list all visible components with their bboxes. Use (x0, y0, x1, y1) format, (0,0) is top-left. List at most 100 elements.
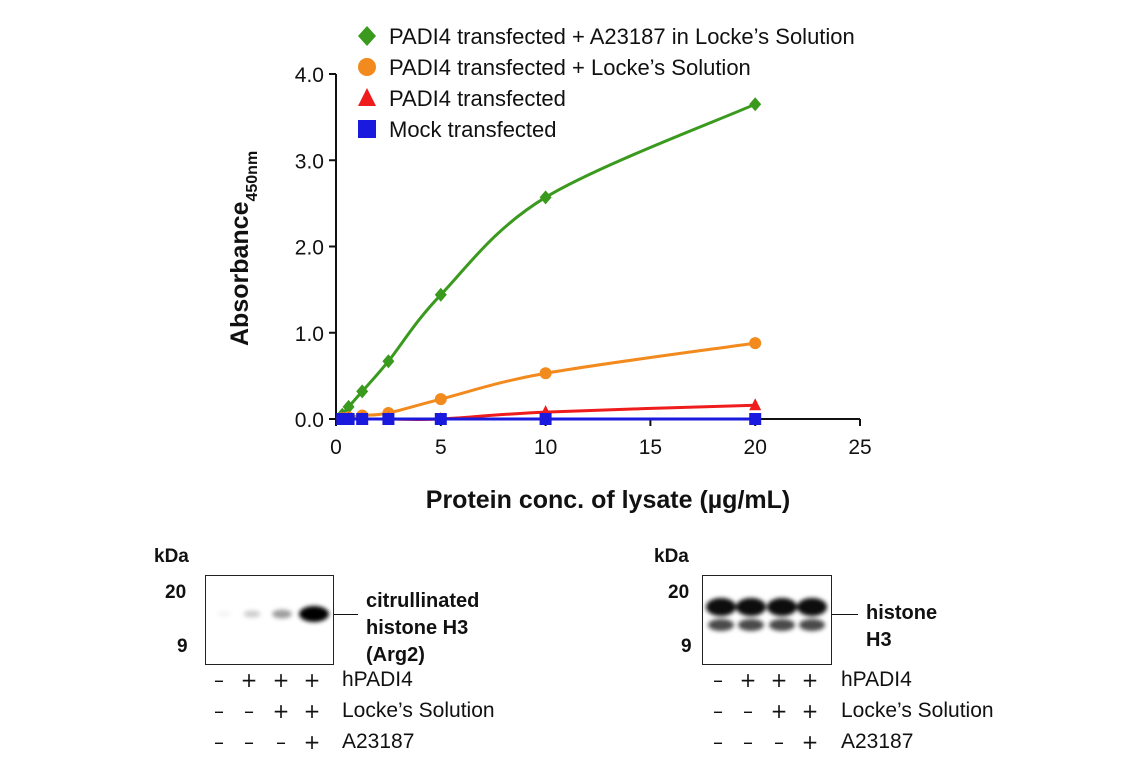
condition-sign: + (272, 668, 290, 692)
x-tick-label: 0 (330, 436, 342, 459)
x-tick-label: 15 (639, 436, 662, 459)
data-point-triangle (749, 398, 762, 411)
blot-band-lower (769, 619, 795, 631)
condition-sign: – (713, 730, 723, 754)
condition-sign: – (774, 730, 784, 754)
legend-marker-circle (358, 58, 376, 76)
condition-sign: + (770, 668, 788, 692)
blot-band-lower (708, 619, 734, 631)
y-axis-label: Absorbance450nm (226, 151, 261, 346)
condition-sign: – (713, 699, 723, 723)
legend-label: PADI4 transfected + A23187 in Locke’s So… (389, 24, 855, 49)
legend-marker-triangle (358, 88, 376, 106)
blot-band-upper (767, 598, 797, 616)
condition-sign: – (276, 730, 286, 754)
mw-marker-9-right: 9 (681, 636, 692, 657)
blot-band-upper (797, 598, 827, 616)
data-point-diamond (539, 190, 552, 205)
blot-band-lower (799, 619, 825, 631)
blot-band (216, 611, 232, 617)
legend-label: PADI4 transfected + Locke’s Solution (389, 55, 751, 80)
x-tick-label: 25 (848, 436, 871, 459)
blot-band (299, 606, 329, 622)
kda-label-right: kDa (654, 546, 689, 567)
legend-marker-diamond (358, 26, 376, 46)
data-point-square (356, 413, 369, 425)
y-axis-label-subscript: 450nm (244, 151, 261, 202)
condition-sign: + (303, 699, 321, 723)
kda-label-left: kDa (154, 546, 189, 567)
chart-axes: 0 5 10 15 20 25 0.0 1.0 2.0 3.0 4.0 (295, 64, 872, 459)
x-tick-label: 20 (744, 436, 767, 459)
condition-sign: – (743, 699, 753, 723)
condition-sign: – (743, 730, 753, 754)
blot-bands-right (706, 598, 827, 631)
chart-markers (336, 97, 762, 425)
data-point-diamond (356, 384, 369, 399)
absorbance-chart: 0 5 10 15 20 25 0.0 1.0 2.0 3.0 4.0 PADI4 transfec… (226, 24, 872, 514)
condition-name: A23187 (841, 730, 914, 753)
blot-band (272, 609, 292, 619)
x-axis-label: Protein conc. of lysate (µg/mL) (426, 486, 790, 514)
legend-label: Mock transfected (389, 117, 557, 142)
y-axis-label-main: Absorbance (226, 201, 254, 346)
y-tick-label: 1.0 (295, 323, 324, 346)
condition-sign: + (240, 668, 258, 692)
data-point-circle (434, 393, 447, 406)
legend-marker-square (358, 120, 376, 138)
blot-band-upper (736, 598, 766, 616)
target-label-right-line1: histone H3 (866, 602, 938, 651)
condition-sign: – (214, 730, 224, 754)
y-tick-label: 0.0 (295, 409, 324, 432)
mw-marker-20-left: 20 (165, 582, 187, 603)
blot-band (243, 610, 261, 618)
blot-band-lower (738, 619, 764, 631)
blot-membrane-left (205, 575, 334, 665)
target-label-left-line1: citrullinated histone H3 (366, 590, 480, 639)
blot-band-upper (706, 598, 736, 616)
condition-sign: – (713, 668, 723, 692)
y-tick-label: 4.0 (295, 64, 324, 87)
y-tick-label: 3.0 (295, 150, 324, 173)
condition-sign: + (303, 730, 321, 754)
x-tick-label: 5 (435, 436, 447, 459)
condition-sign: – (244, 730, 254, 754)
mw-marker-20-right: 20 (668, 582, 690, 603)
series-line-0 (341, 102, 756, 416)
data-point-circle (539, 367, 552, 380)
x-tick-label: 10 (534, 436, 557, 459)
condition-name: A23187 (342, 730, 415, 753)
y-tick-label: 2.0 (295, 237, 324, 260)
data-point-circle (749, 337, 762, 350)
condition-sign: + (303, 668, 321, 692)
data-point-square (539, 413, 552, 425)
blot-bands-left (216, 606, 329, 622)
data-point-diamond (382, 354, 395, 369)
condition-name: hPADI4 (841, 668, 912, 691)
data-point-square (382, 413, 395, 425)
condition-sign: + (739, 668, 757, 692)
condition-sign: – (214, 699, 224, 723)
data-point-diamond (342, 399, 355, 414)
condition-sign: + (770, 699, 788, 723)
target-label-left-line2: (Arg2) (366, 644, 425, 666)
condition-sign: + (801, 730, 819, 754)
condition-sign: + (272, 699, 290, 723)
data-point-square (434, 413, 447, 425)
chart-legend: PADI4 transfected + A23187 in Locke’s So… (358, 24, 855, 142)
condition-name: Locke’s Solution (342, 699, 495, 722)
target-pointer-line-right (832, 614, 858, 615)
condition-name: Locke’s Solution (841, 699, 994, 722)
target-label-right: histone H3 (866, 600, 937, 654)
condition-name: hPADI4 (342, 668, 413, 691)
blot-membrane-right (702, 575, 832, 665)
mw-marker-9-left: 9 (177, 636, 188, 657)
condition-sign: + (801, 668, 819, 692)
target-label-left: citrullinated histone H3 (Arg2) (366, 588, 479, 669)
legend-label: PADI4 transfected (389, 86, 566, 111)
target-pointer-line-left (334, 614, 358, 615)
data-point-square (342, 413, 355, 425)
data-point-diamond (749, 97, 762, 112)
condition-sign: – (214, 668, 224, 692)
data-point-square (749, 413, 762, 425)
